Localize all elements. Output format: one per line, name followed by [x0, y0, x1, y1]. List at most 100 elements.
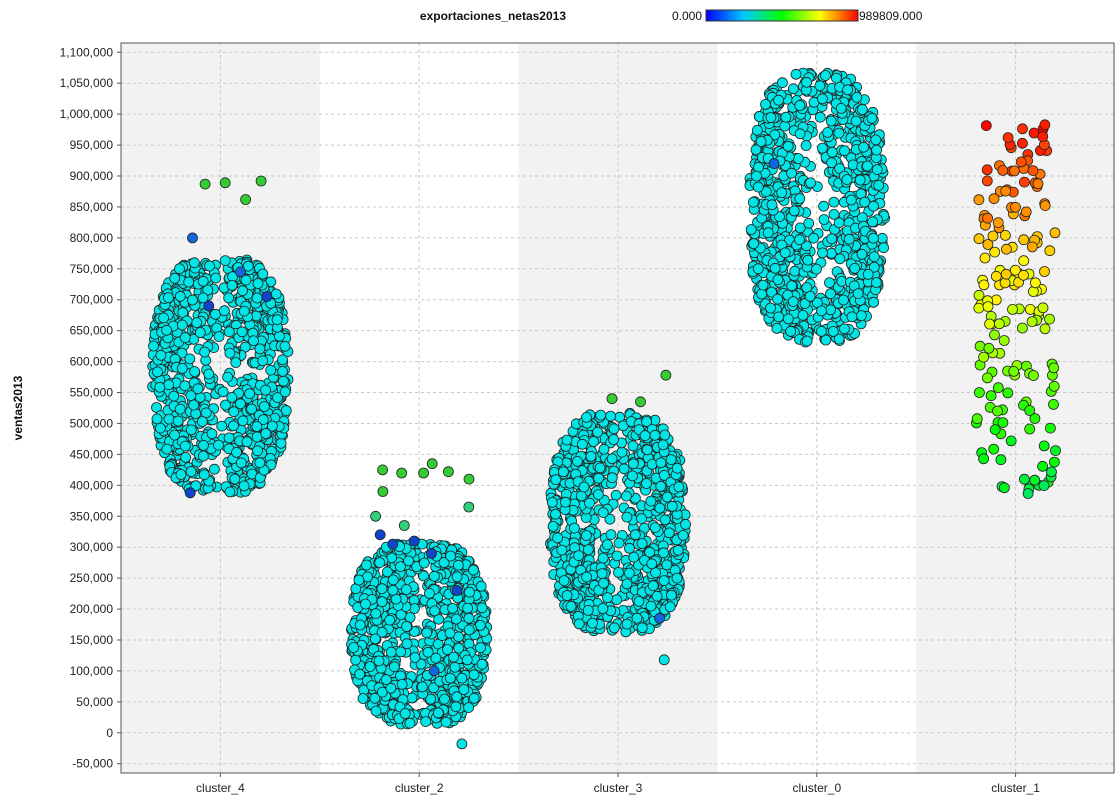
data-point [978, 453, 989, 465]
data-point [825, 288, 836, 300]
data-point [442, 644, 453, 655]
data-point [1005, 435, 1017, 447]
data-point [613, 567, 624, 578]
data-point [973, 233, 985, 245]
y-tick-label: 0 [106, 726, 113, 740]
data-point [463, 612, 475, 624]
data-point [816, 305, 827, 317]
data-point [275, 437, 287, 449]
data-point [573, 618, 585, 630]
data-point [1048, 362, 1060, 374]
data-point [425, 693, 437, 705]
data-point [636, 622, 648, 634]
data-point [556, 544, 568, 556]
data-point [272, 392, 283, 404]
x-axis: cluster_4 cluster_2 cluster_3 cluster_0 clus… [196, 773, 1040, 795]
data-point [399, 708, 411, 719]
data-point [428, 665, 440, 677]
data-point [398, 520, 410, 531]
legend-min-label: 0.000 [672, 9, 702, 23]
data-point [831, 72, 842, 84]
data-point [762, 227, 774, 239]
data-point [228, 406, 240, 418]
data-point [794, 128, 806, 140]
data-point [370, 705, 382, 717]
data-point [217, 386, 229, 398]
data-point [973, 302, 985, 314]
data-point [1018, 269, 1029, 281]
data-point [974, 340, 986, 352]
data-point [862, 160, 873, 172]
data-point [432, 707, 444, 719]
data-point [646, 458, 658, 470]
data-point [552, 532, 563, 544]
data-point [989, 329, 1000, 341]
data-point [255, 175, 267, 187]
data-point [982, 212, 993, 224]
data-point [380, 674, 392, 685]
data-point [871, 144, 882, 156]
data-point [605, 529, 617, 540]
data-point [1015, 156, 1027, 168]
data-point [404, 612, 416, 623]
data-point [856, 310, 867, 322]
data-point [811, 263, 822, 275]
data-point [801, 335, 813, 347]
data-point [184, 487, 196, 499]
data-point [463, 501, 475, 513]
data-point [209, 308, 221, 320]
data-point [461, 654, 473, 666]
data-point [649, 429, 661, 441]
data-point [782, 140, 794, 152]
data-point [162, 292, 174, 304]
data-point [189, 366, 201, 377]
data-point [422, 646, 434, 658]
data-point [235, 266, 246, 278]
data-point [370, 510, 382, 522]
data-point [621, 511, 633, 523]
data-point [611, 550, 623, 562]
data-point [408, 535, 420, 547]
data-point [787, 83, 799, 95]
data-point [673, 481, 685, 493]
data-point [995, 454, 1007, 466]
data-point [199, 346, 211, 358]
data-point [251, 421, 263, 432]
y-tick-label: 200,000 [70, 602, 114, 616]
data-point [450, 613, 462, 625]
data-point [655, 480, 667, 492]
data-point [428, 570, 440, 582]
data-point [636, 513, 647, 524]
data-point [808, 232, 819, 244]
data-point [1037, 131, 1049, 143]
y-tick-label: 1,000,000 [60, 107, 114, 121]
data-point [843, 233, 855, 245]
data-point [271, 314, 283, 326]
data-point [606, 393, 618, 405]
data-point [348, 642, 360, 653]
data-point [418, 570, 430, 582]
data-point [400, 584, 412, 595]
data-point [820, 334, 832, 346]
data-point [449, 661, 461, 673]
data-point [172, 415, 184, 427]
data-point [671, 572, 683, 584]
data-point [188, 399, 200, 411]
data-point [194, 327, 206, 338]
data-point [187, 232, 198, 244]
data-point [666, 589, 677, 601]
data-point [438, 557, 450, 568]
data-point [403, 555, 415, 567]
data-point [445, 550, 457, 562]
data-point [185, 466, 197, 477]
data-point [826, 146, 838, 158]
data-point [992, 405, 1003, 417]
y-tick-label: 450,000 [70, 447, 114, 461]
data-point [871, 164, 883, 176]
data-point [184, 353, 196, 365]
data-point [862, 268, 874, 280]
data-point [657, 439, 669, 451]
y-tick-label: 400,000 [70, 478, 114, 492]
x-tick-label: cluster_4 [196, 781, 245, 795]
